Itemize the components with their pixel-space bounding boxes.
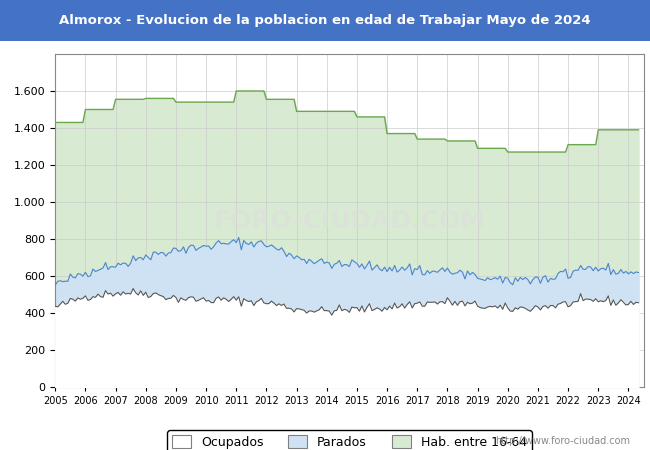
Text: http://www.foro-ciudad.com: http://www.foro-ciudad.com [495, 436, 630, 446]
Legend: Ocupados, Parados, Hab. entre 16-64: Ocupados, Parados, Hab. entre 16-64 [167, 430, 532, 450]
Text: Almorox - Evolucion de la poblacion en edad de Trabajar Mayo de 2024: Almorox - Evolucion de la poblacion en e… [59, 14, 591, 27]
Text: FORO-CIUDAD.COM: FORO-CIUDAD.COM [213, 208, 486, 233]
